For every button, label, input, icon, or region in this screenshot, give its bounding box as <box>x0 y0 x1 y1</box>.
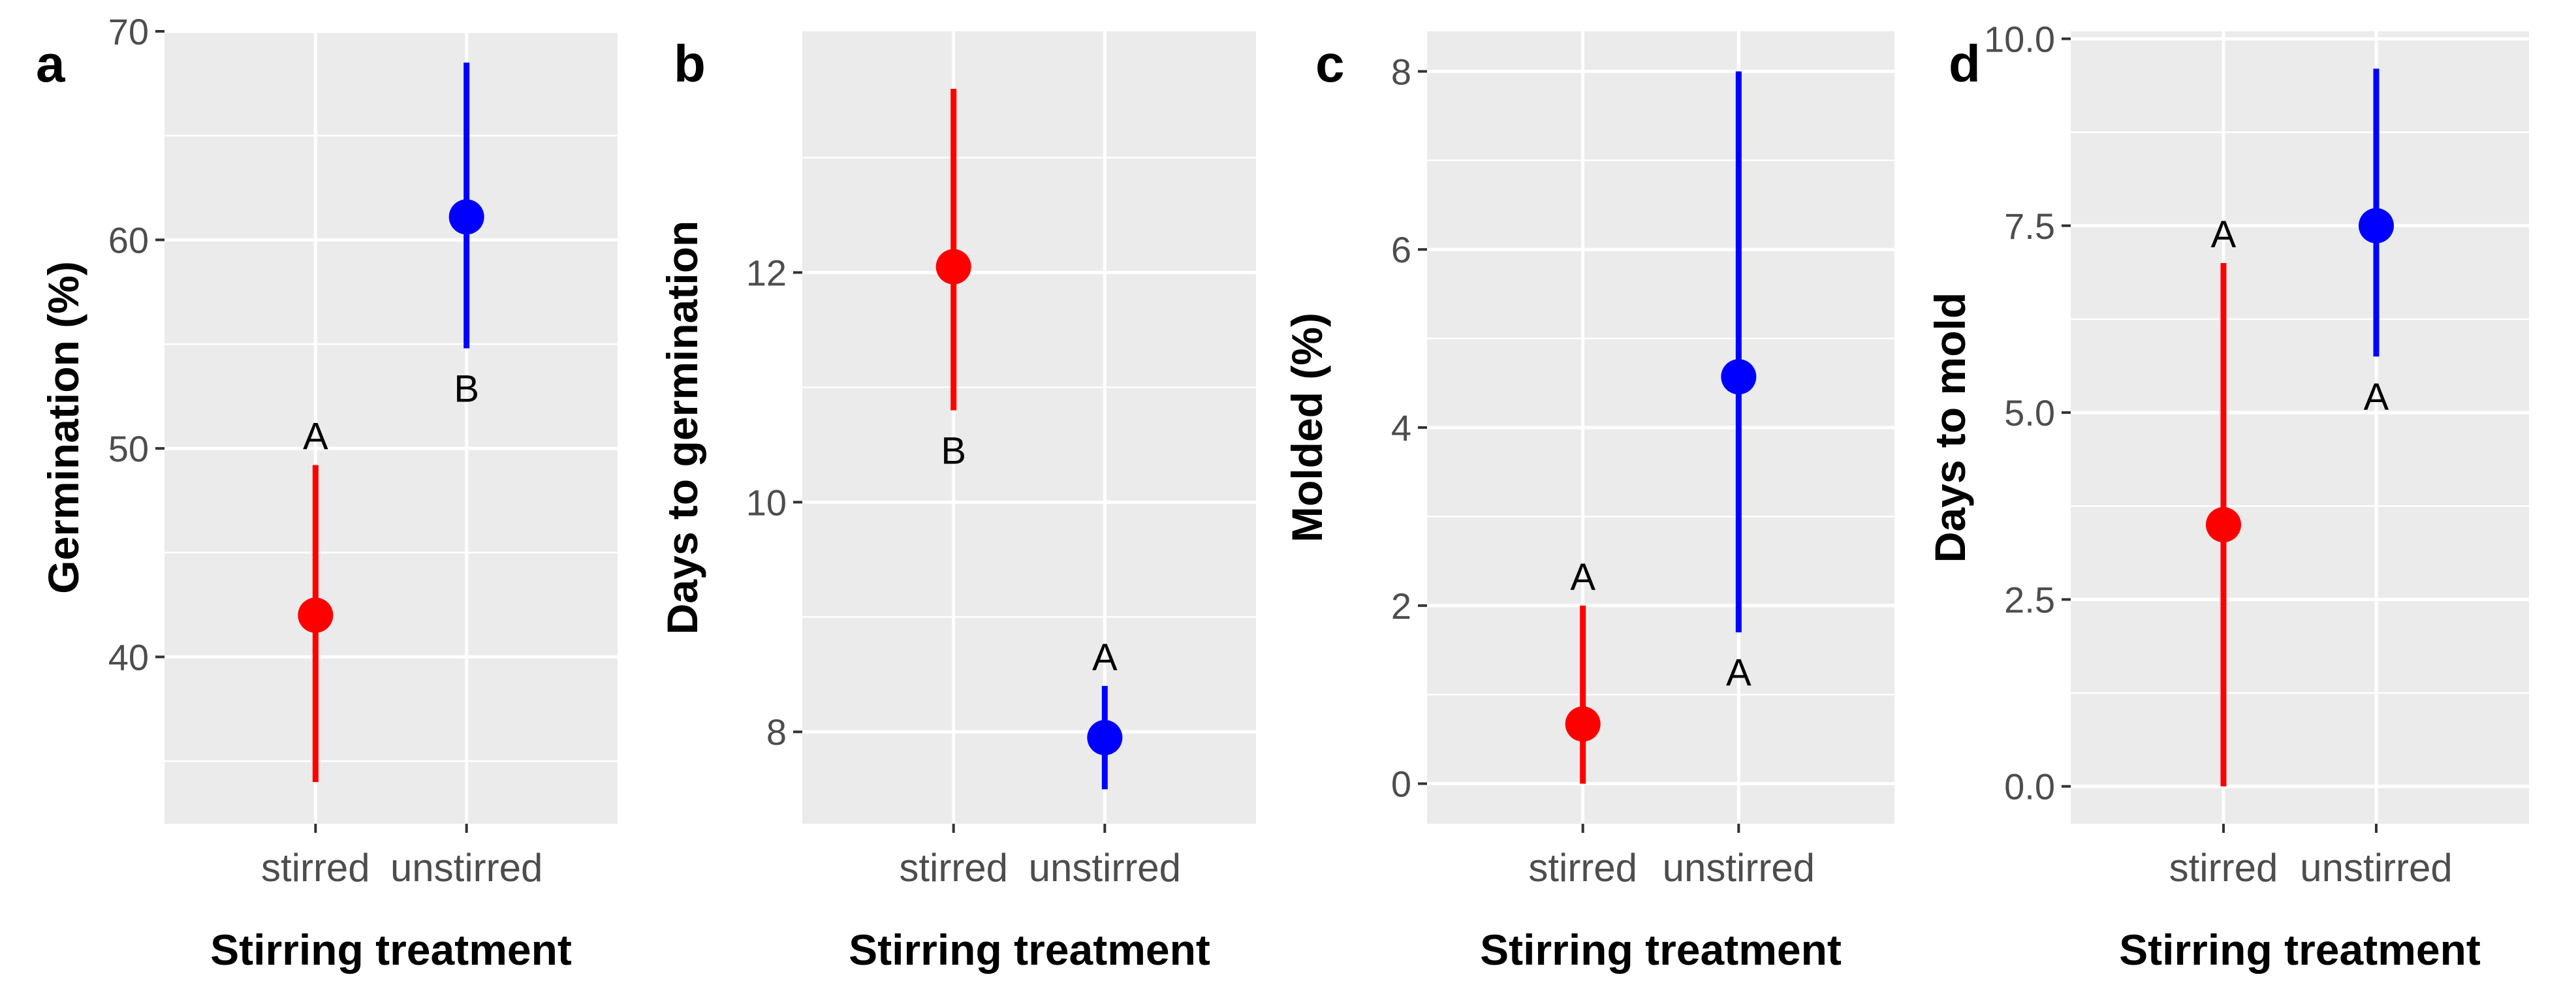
x-tick-label-unstirred: unstirred <box>1663 846 1815 890</box>
significance-label-stirred: A <box>1570 556 1595 599</box>
panel-letter: c <box>1315 35 1345 93</box>
point-unstirred <box>1087 720 1123 756</box>
point-unstirred <box>2359 208 2394 243</box>
panel-d: 0.0 2.5 5.0 7.5 10.0 stirred unstirred A Ad Days … <box>1926 18 2529 974</box>
x-tick-label-stirred: stirred <box>899 846 1008 890</box>
significance-label-unstirred: A <box>1726 652 1751 694</box>
panel-b: 8 10 12 stirred unstirred B Ab Days to germinat… <box>658 31 1256 974</box>
panel-letter: a <box>36 35 65 93</box>
plot-background <box>165 31 618 824</box>
y-tick-label: 8 <box>766 711 787 753</box>
significance-label-unstirred: A <box>2364 376 2389 418</box>
panel-a: 40 50 60 70 stirred unstirred A Ba Germination (… <box>36 11 618 974</box>
y-tick-label: 4 <box>1391 407 1411 448</box>
y-tick-label: 6 <box>1391 229 1411 270</box>
x-axis-title: Stirring treatment <box>849 926 1210 974</box>
point-stirred <box>298 597 334 633</box>
point-unstirred <box>1721 359 1757 395</box>
y-axis-title: Molded (%) <box>1283 313 1331 542</box>
significance-label-stirred: B <box>941 430 966 473</box>
y-tick-label: 8 <box>1391 51 1411 92</box>
y-tick-label: 2.5 <box>2004 579 2055 620</box>
x-axis-title: Stirring treatment <box>2119 926 2481 974</box>
x-tick-label-unstirred: unstirred <box>1029 846 1181 890</box>
x-tick-label-unstirred: unstirred <box>2300 846 2452 890</box>
point-stirred <box>2206 507 2241 542</box>
point-stirred <box>1565 706 1601 742</box>
x-tick-label-stirred: stirred <box>2169 846 2278 890</box>
significance-label-stirred: A <box>303 416 328 458</box>
x-axis-title: Stirring treatment <box>1480 926 1842 974</box>
y-axis-title: Germination (%) <box>39 261 87 594</box>
y-tick-label: 0 <box>1391 764 1411 805</box>
y-tick-label: 2 <box>1391 585 1411 627</box>
y-tick-label: 10.0 <box>1984 18 2055 59</box>
y-tick-label: 10 <box>746 482 787 523</box>
y-tick-label: 70 <box>108 11 149 52</box>
y-tick-label: 60 <box>108 219 149 260</box>
y-tick-label: 5.0 <box>2004 392 2055 433</box>
significance-label-stirred: A <box>2211 213 2237 256</box>
y-tick-label: 40 <box>108 636 149 678</box>
y-tick-label: 50 <box>108 428 149 469</box>
significance-label-unstirred: A <box>1092 636 1118 679</box>
point-stirred <box>935 249 971 285</box>
panel-c: 0 2 4 6 8 stirred unstirred A Ac Molded (%) Stirri… <box>1283 31 1894 974</box>
y-axis-title: Days to germination <box>658 221 706 634</box>
y-tick-label: 0.0 <box>2004 766 2055 807</box>
x-tick-label-stirred: stirred <box>1528 846 1637 890</box>
y-tick-label: 12 <box>746 252 787 293</box>
y-axis-title: Days to mold <box>1926 292 1974 563</box>
panel-letter: d <box>1949 35 1981 93</box>
point-unstirred <box>448 199 484 235</box>
plot-background <box>2071 31 2529 824</box>
plot-background <box>802 31 1256 824</box>
significance-label-unstirred: B <box>454 368 479 411</box>
y-tick-label: 7.5 <box>2004 206 2055 247</box>
panel-letter: b <box>674 35 706 93</box>
x-tick-label-unstirred: unstirred <box>390 846 542 890</box>
x-axis-title: Stirring treatment <box>210 926 572 974</box>
x-tick-label-stirred: stirred <box>261 846 370 890</box>
